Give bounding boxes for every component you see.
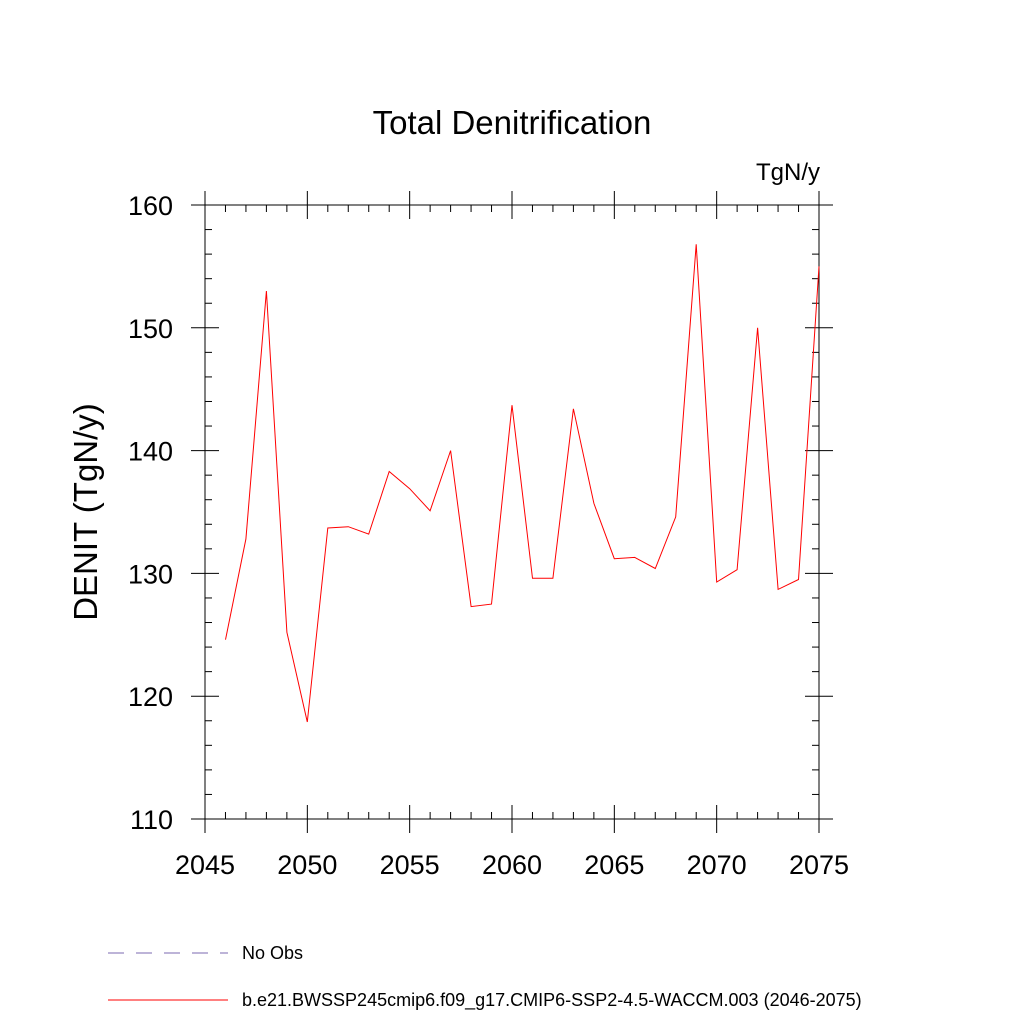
y-tick-label: 140 <box>128 437 173 467</box>
x-tick-label: 2055 <box>380 850 440 880</box>
x-tick-label: 2045 <box>175 850 235 880</box>
legend-label: No Obs <box>242 943 303 963</box>
x-tick-label: 2070 <box>687 850 747 880</box>
x-tick-label: 2065 <box>584 850 644 880</box>
x-tick-label: 2050 <box>277 850 337 880</box>
plot-frame <box>204 204 820 820</box>
series-line <box>225 244 820 723</box>
series-lines <box>225 244 820 723</box>
y-tick-label: 120 <box>128 682 173 712</box>
y-tick-label: 160 <box>128 191 173 221</box>
x-tick-label: 2075 <box>789 850 849 880</box>
x-tick-label: 2060 <box>482 850 542 880</box>
axis-ticks <box>191 191 833 833</box>
tick-labels: 2045 2050 2055 2060 2065 2070 2075 110 120 130 140… <box>128 191 849 880</box>
y-tick-label: 110 <box>130 805 173 835</box>
y-tick-label: 130 <box>128 559 173 589</box>
legend-label: b.e21.BWSSP245cmip6.f09_g17.CMIP6-SSP2-4… <box>242 990 862 1011</box>
legend: No Obs b.e21.BWSSP245cmip6.f09_g17.CMIP6-… <box>108 943 862 1011</box>
y-axis-label: DENIT (TgN/y) <box>67 403 104 621</box>
chart-title: Total Denitrification <box>373 104 652 141</box>
units-label: TgN/y <box>756 159 820 186</box>
y-tick-label: 150 <box>128 314 173 344</box>
